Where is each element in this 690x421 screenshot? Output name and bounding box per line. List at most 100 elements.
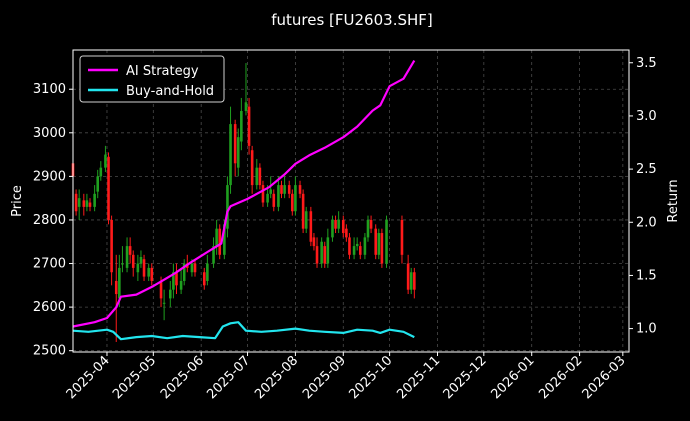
candle-body [331, 219, 334, 238]
y2-tick-label: 1.0 [636, 322, 657, 337]
candle-body [179, 280, 183, 290]
candle-body [337, 219, 340, 229]
candle-body [283, 185, 286, 194]
y2-tick-label: 3.0 [636, 109, 657, 124]
candle-body [85, 200, 89, 207]
y-tick-label: 2600 [33, 300, 66, 315]
candle-body [150, 267, 154, 281]
candle-body [131, 254, 135, 268]
candle-body [345, 228, 348, 238]
candle-body [304, 211, 308, 229]
candle-body [320, 241, 323, 264]
candle-body [172, 272, 175, 290]
candle-body [212, 246, 215, 264]
candle-body [355, 243, 359, 247]
y2-tick-label: 1.5 [636, 268, 657, 283]
candle-body [334, 219, 337, 229]
candle-body [250, 150, 254, 186]
candle-body [236, 137, 240, 168]
candle-body [136, 263, 140, 273]
candle-body [202, 272, 206, 286]
candle-body [369, 219, 373, 229]
candle-body [258, 167, 262, 186]
candle-body [110, 219, 113, 273]
candle-body [287, 185, 291, 194]
candle-body [121, 263, 124, 265]
candle-body [107, 156, 110, 220]
candle-body [218, 228, 222, 255]
candle-body [266, 193, 269, 203]
candle-body [377, 233, 381, 255]
y-tick-label: 2700 [33, 257, 66, 272]
candle-body [244, 102, 248, 112]
candlesticks [71, 63, 416, 342]
candle-body [147, 267, 150, 277]
y2-tick-label: 2.5 [636, 162, 657, 177]
return-lines [72, 60, 416, 341]
candle-body [229, 124, 232, 186]
candle-body [128, 246, 132, 255]
candle-body [255, 167, 259, 186]
candle-body [162, 302, 166, 304]
candle-body [82, 200, 86, 207]
candle-body [139, 256, 143, 264]
candle-body [159, 280, 163, 299]
candle-body [341, 219, 345, 234]
candle-body [182, 263, 186, 281]
candle-body [301, 193, 305, 229]
candle-body [74, 193, 78, 212]
candle-body [315, 246, 319, 264]
candle-body [358, 246, 362, 255]
candle-body [272, 193, 276, 207]
candle-body [294, 185, 297, 212]
candle-body [223, 224, 226, 255]
legend-label-ai-strategy: AI Strategy [126, 64, 199, 79]
candle-body [309, 211, 313, 242]
y-tick-label: 2500 [33, 344, 66, 359]
candle-body [247, 106, 251, 146]
candle-body [226, 185, 229, 229]
candle-body [280, 185, 283, 194]
candle-body [380, 233, 384, 264]
candle-body [269, 189, 272, 194]
ai-strategy-line [72, 60, 416, 328]
candle-body [406, 263, 410, 290]
y2-tick-label: 2.0 [636, 215, 657, 230]
candle-body [114, 280, 118, 295]
legend: AI Strategy Buy-and-Hold [79, 55, 225, 103]
legend-label-buy-and-hold: Buy-and-Hold [126, 84, 214, 99]
chart-title: futures [FU2603.SHF] [271, 11, 433, 29]
candle-body [312, 237, 316, 247]
buy-and-hold-line [72, 321, 415, 341]
y-tick-label: 2900 [33, 169, 66, 184]
candle-body [125, 246, 129, 268]
candle-body [261, 185, 265, 203]
candle-body [352, 246, 356, 255]
candle-body [175, 272, 178, 286]
candle-body [374, 228, 378, 255]
candle-body [169, 289, 172, 299]
candle-body [400, 219, 404, 255]
candle-body [77, 198, 81, 207]
candle-body [99, 167, 103, 177]
candle-body [291, 193, 294, 212]
candle-body [142, 259, 146, 277]
candle-body [326, 237, 330, 264]
candle-body [96, 176, 100, 192]
candle-body [93, 193, 96, 207]
candle-body [206, 263, 209, 281]
y-tick-label: 2800 [33, 213, 66, 228]
candle-body [348, 237, 351, 255]
candle-body [298, 185, 302, 194]
candle-body [366, 219, 370, 238]
y2-tick-label: 3.5 [636, 56, 657, 71]
candle-body [323, 246, 327, 264]
candle-body [104, 154, 107, 168]
candle-body [215, 228, 218, 247]
plot-frame [72, 49, 630, 353]
y2-axis-label: Return [666, 179, 681, 222]
candle-body [118, 267, 121, 299]
y-tick-label: 3100 [33, 82, 66, 97]
candle-body [363, 237, 367, 255]
